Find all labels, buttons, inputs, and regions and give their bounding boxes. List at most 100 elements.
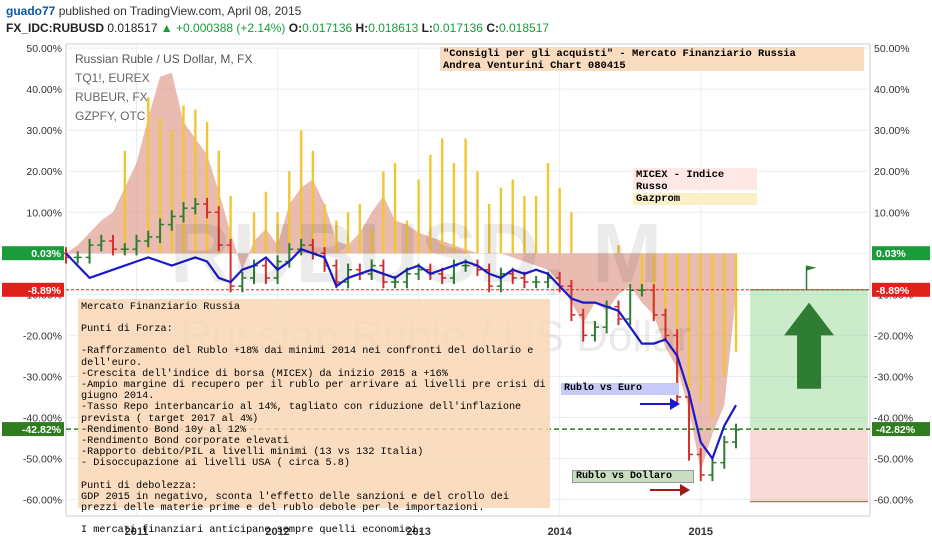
rublo-euro-label: Rublo vs Euro	[561, 383, 679, 395]
gazprom-bar	[440, 138, 444, 254]
up-arrow-icon	[784, 302, 835, 389]
gazprom-bar	[382, 171, 385, 254]
price-label-box	[2, 422, 64, 437]
gazprom-bar	[205, 121, 209, 254]
y-tick-label-left: -50.00%	[23, 454, 62, 466]
gazprom-bar	[358, 204, 362, 254]
y-tick-label-right: -60.00%	[874, 495, 913, 507]
gazprom-bar	[664, 253, 667, 340]
publish-info: guado77 published on TradingView.com, Ap…	[6, 4, 301, 18]
consigli-line: "Consigli per gli acquisti" - Mercato Fi…	[443, 48, 796, 60]
gazprom-label: Gazprom	[633, 193, 757, 205]
price-label-box	[872, 282, 930, 297]
gazprom-bar	[311, 150, 315, 254]
y-tick-label-right: 10.00%	[874, 207, 910, 219]
gazprom-bar	[687, 253, 691, 422]
info-line: -Tasso Repo interbancario al 14%, taglia…	[81, 402, 522, 425]
price-label-box	[872, 422, 930, 437]
loss-zone	[750, 429, 868, 502]
price-label: -8.89%	[28, 285, 62, 297]
gazprom-bar	[723, 253, 726, 377]
euro-line	[65, 247, 737, 461]
info-line: GDP 2015 in negativo, sconta l'effetto d…	[81, 491, 509, 515]
gazprom-bar	[346, 212, 350, 254]
close-value: 0.018517	[499, 21, 550, 35]
price-label: -42.82%	[22, 424, 62, 436]
gazprom-bar	[264, 191, 268, 254]
y-tick-label-right: 40.00%	[874, 84, 910, 96]
gazprom-bar	[323, 204, 326, 254]
price-label-box	[872, 246, 930, 261]
info-line: -Rafforzamento del Rublo +18% dai minimi…	[81, 346, 534, 369]
consigli-annotation: "Consigli per gli acquisti" - Mercato Fi…	[440, 47, 864, 72]
x-tick-label: 2012	[265, 526, 289, 538]
high-label: H:	[355, 21, 369, 35]
close-label: C:	[486, 21, 499, 35]
gazprom-bar	[335, 220, 338, 254]
author-link[interactable]: guado77	[6, 4, 56, 18]
consigli-line: Andrea Venturini Chart 080415	[443, 60, 626, 72]
y-tick-label-right: -50.00%	[874, 454, 913, 466]
price-label-box	[2, 282, 64, 297]
gazprom-bar	[299, 130, 303, 254]
watermark-symbol: RUBUSD, M	[170, 206, 664, 300]
gazprom-bar	[734, 253, 738, 352]
rublo-dollaro-label: Rublo vs Dollaro	[572, 470, 694, 483]
open-label: O:	[288, 21, 303, 35]
gazprom-bar	[252, 212, 256, 254]
legend-item[interactable]: TQ1!, EUREX	[75, 71, 150, 85]
gazprom-bar	[534, 195, 538, 254]
low-label: L:	[421, 21, 433, 35]
high-value: 0.018613	[368, 21, 419, 35]
gazprom-bar	[629, 253, 632, 254]
gazprom-bar	[523, 195, 526, 254]
gazprom-bar	[370, 228, 373, 254]
legend-item[interactable]: RUBEUR, FX	[75, 90, 148, 104]
info-line: -Crescita dell'indice di borsa (MICEX) d…	[81, 368, 448, 380]
info-line	[81, 514, 547, 525]
y-tick-label-right: 50.00%	[874, 43, 910, 55]
info-line: -Ampio margine di recupero per il rublo …	[81, 380, 546, 403]
flag-icon	[806, 265, 817, 271]
open-value: 0.017136	[302, 21, 353, 35]
legend-item[interactable]: GZPFY, OTC	[75, 109, 146, 123]
gazprom-bar	[711, 253, 714, 418]
micex-label: MICEX - Indice Russo	[633, 168, 757, 193]
symbol-info: FX_IDC:RUBUSD 0.018517 ▲ +0.000388 (+2.1…	[6, 21, 549, 35]
gazprom-bar	[147, 97, 150, 254]
y-tick-label-right: 30.00%	[874, 125, 910, 137]
chart-header: guado77 published on TradingView.com, Ap…	[0, 0, 932, 40]
y-tick-label-left: -30.00%	[23, 371, 62, 383]
gazprom-bar	[452, 163, 456, 254]
y-tick-label-right: 20.00%	[874, 166, 910, 178]
x-tick-label: 2015	[688, 526, 712, 538]
y-tick-label-left: 50.00%	[26, 43, 62, 55]
gazprom-bar	[393, 163, 397, 254]
y-tick-label-left: 30.00%	[26, 125, 62, 137]
gazprom-bar	[464, 138, 467, 254]
info-line: -Rendimento Bond corporate elevati	[81, 436, 289, 448]
y-tick-label-left: 20.00%	[26, 166, 62, 178]
y-tick-label-left: 10.00%	[26, 207, 62, 219]
gazprom-bar	[429, 154, 432, 254]
gazprom-bar	[476, 171, 479, 254]
gazprom-bar	[217, 150, 220, 254]
gazprom-bar	[288, 171, 291, 254]
arrow-right-icon	[650, 484, 690, 496]
y-tick-label-left: -60.00%	[23, 495, 62, 507]
arrow-right-icon	[640, 398, 680, 410]
y-tick-label-left: -40.00%	[23, 412, 62, 424]
y-tick-label-left: 40.00%	[26, 84, 62, 96]
y-tick-label-left: -20.00%	[23, 330, 62, 342]
gazprom-bar	[558, 187, 561, 254]
price-label: 0.03%	[876, 248, 906, 260]
info-annotation: Mercato Finanziario Russia Punti di Forza…	[78, 299, 550, 536]
info-line	[81, 470, 547, 481]
up-triangle-icon: ▲	[160, 21, 173, 35]
symbol-name: FX_IDC:RUBUSD	[6, 21, 105, 35]
info-line: I mercati finanziari anticipano sempre q…	[81, 525, 424, 537]
gazprom-bar	[675, 253, 679, 385]
gazprom-bar	[640, 253, 644, 295]
gazprom-bar	[699, 253, 702, 402]
legend-title: Russian Ruble / US Dollar, M, FX	[75, 52, 253, 66]
